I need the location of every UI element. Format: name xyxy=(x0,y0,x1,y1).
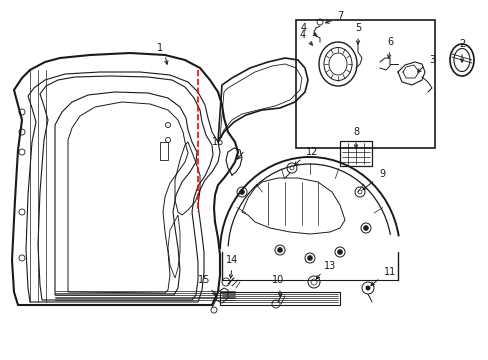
Text: 1: 1 xyxy=(157,43,163,53)
Text: 16: 16 xyxy=(211,137,224,147)
Circle shape xyxy=(239,189,244,194)
Circle shape xyxy=(307,256,312,261)
Text: 11: 11 xyxy=(383,267,395,277)
Text: 10: 10 xyxy=(271,275,284,285)
Text: 6: 6 xyxy=(386,37,392,47)
Text: 2: 2 xyxy=(458,39,464,49)
Text: 9: 9 xyxy=(378,169,384,179)
Text: 14: 14 xyxy=(225,255,238,265)
Text: 12: 12 xyxy=(305,147,318,157)
Text: 8: 8 xyxy=(352,127,358,137)
Bar xyxy=(339,141,371,166)
Text: 7: 7 xyxy=(336,11,343,21)
Circle shape xyxy=(337,249,342,255)
Circle shape xyxy=(365,285,370,291)
Text: 3: 3 xyxy=(428,55,434,65)
Text: 4: 4 xyxy=(300,23,306,33)
Text: 13: 13 xyxy=(323,261,335,271)
Text: 15: 15 xyxy=(198,275,210,285)
Circle shape xyxy=(277,248,282,252)
Text: 4: 4 xyxy=(299,30,305,40)
Text: 5: 5 xyxy=(354,23,360,33)
Bar xyxy=(295,20,434,148)
Bar xyxy=(160,142,168,160)
Circle shape xyxy=(363,225,368,230)
